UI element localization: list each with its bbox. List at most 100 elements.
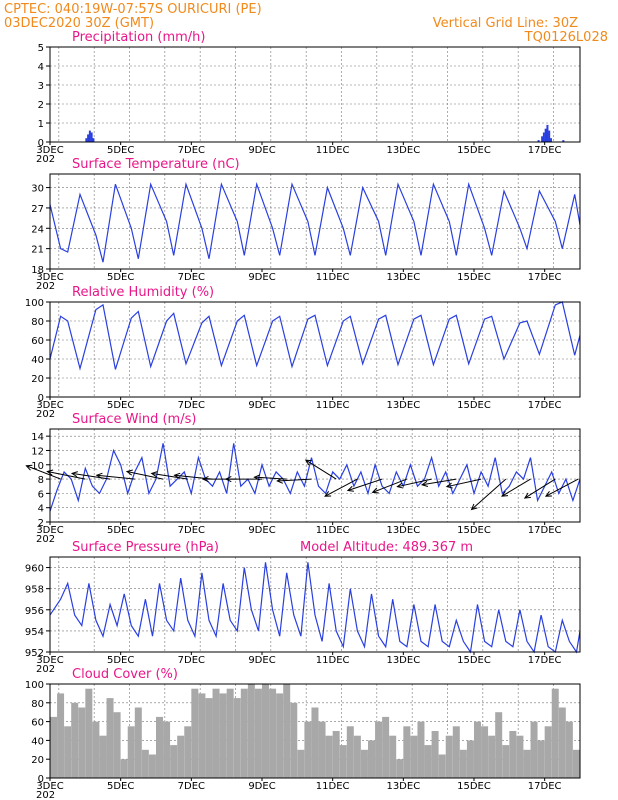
cloud-bar [233, 698, 241, 778]
panel-title: Precipitation (mm/h) [72, 30, 205, 45]
cloud-bar [78, 707, 86, 778]
y-tick-label: 30 [31, 184, 44, 195]
cloud-bar [240, 688, 248, 778]
model-code: TQ0126L028 [524, 30, 608, 45]
cloud-bar [177, 735, 185, 778]
wind-arrow-shaft [372, 478, 408, 493]
x-tick-label: 11DEC [316, 400, 350, 411]
wind-arrow-shaft [126, 470, 164, 480]
x-tick-label: 13DEC [386, 655, 420, 666]
series-line [49, 181, 581, 263]
y-tick-label: 80 [31, 699, 44, 710]
y-tick-label: 21 [31, 245, 44, 256]
wind-arrow-shaft [174, 474, 213, 480]
x-tick-label: 5DEC [107, 272, 134, 283]
wind-arrow [70, 471, 111, 480]
header-line1: CPTEC: 040:19W-07:57S OURICURI (PE) [4, 2, 262, 17]
precip-bar [90, 132, 93, 142]
y-tick-label: 24 [31, 224, 44, 235]
wind-arrow-head [544, 491, 552, 497]
y-tick-label: 0 [38, 138, 44, 149]
cloud-bar [332, 731, 340, 778]
wind-arrow-shaft [446, 478, 482, 488]
wind-arrow-shaft [471, 478, 507, 510]
cloud-bar [389, 735, 397, 778]
wind-arrow [544, 478, 579, 497]
y-tick-label: 80 [31, 317, 44, 328]
cloud-bar [148, 754, 156, 778]
cloud-bar [375, 721, 383, 778]
plot-frame [49, 301, 581, 398]
wind-arrow-head [201, 476, 209, 483]
cloud-bar [64, 726, 72, 778]
wind-arrow-head [420, 480, 429, 487]
cloud-bar [523, 749, 531, 778]
wind-arrow-head [396, 482, 404, 489]
year-fragment: 202 [36, 790, 55, 800]
precip-bar [549, 138, 552, 142]
cloud-bar [85, 688, 93, 778]
cloud-bar [283, 684, 291, 778]
y-tick-label: 958 [25, 585, 44, 596]
cloud-bar [382, 716, 390, 778]
y-tick-label: 14 [31, 432, 44, 443]
cloud-bar [537, 740, 545, 778]
x-tick-label: 11DEC [316, 781, 350, 792]
x-tick-label: 15DEC [457, 145, 491, 156]
panel-5: Surface Pressure (hPa) Model Altitude: 48… [25, 540, 581, 675]
x-tick-label: 5DEC [107, 781, 134, 792]
wind-arrow-head [125, 469, 133, 476]
wind-arrow-head [173, 472, 181, 479]
cloud-bar [530, 721, 538, 778]
cloud-bar [558, 707, 566, 778]
wind-arrow-head [224, 476, 232, 483]
wind-arrow [95, 472, 135, 480]
wind-arrow [523, 478, 556, 499]
cloud-bar [269, 688, 277, 778]
precip-bar [548, 130, 551, 142]
cloud-bar [262, 684, 269, 778]
y-tick-label: 954 [25, 627, 44, 638]
wind-arrow-head [70, 471, 78, 478]
wind-arrow-shaft [524, 478, 556, 499]
wind-arrow-head [25, 464, 33, 471]
wind-arrow-shaft [324, 478, 358, 497]
x-tick-label: 7DEC [178, 400, 205, 411]
y-tick-label: 4 [38, 504, 44, 515]
cloud-bar [191, 688, 199, 778]
cloud-bar [134, 707, 142, 778]
plot-frame [49, 556, 581, 653]
series-line [49, 301, 581, 371]
wind-arrow-shaft [277, 478, 312, 482]
y-tick-label: 3 [38, 81, 44, 92]
wind-arrow [501, 478, 531, 497]
y-tick-label: 956 [25, 606, 44, 617]
y-tick-label: 100 [25, 298, 44, 309]
cloud-bar [92, 721, 100, 778]
plot-frame [49, 683, 581, 779]
y-tick-label: 18 [31, 265, 44, 276]
cloud-bar [304, 721, 312, 778]
cloud-bar [226, 688, 234, 778]
cloud-bar [141, 749, 149, 778]
y-tick-label: 0 [38, 774, 44, 785]
wind-arrow-head [95, 472, 103, 479]
panel-4: Surface Wind (m/s) 2 4 6 8 10 12 14 3DEC 5DEC 7DEC… [25, 412, 581, 545]
cloud-bar [481, 726, 489, 778]
x-tick-label: 9DEC [248, 272, 275, 283]
x-tick-label: 13DEC [386, 145, 420, 156]
x-tick-label: 9DEC [248, 145, 275, 156]
wind-arrow-shaft [96, 474, 135, 480]
y-tick-label: 5 [38, 43, 44, 54]
wind-arrow [304, 459, 337, 480]
year-fragment: 202 [36, 664, 55, 675]
x-tick-label: 17DEC [528, 655, 562, 666]
x-tick-label: 11DEC [316, 655, 350, 666]
x-tick-label: 15DEC [457, 655, 491, 666]
panel-title: Relative Humidity (%) [72, 285, 214, 300]
cloud-bar [410, 735, 418, 778]
x-tick-label: 15DEC [457, 272, 491, 283]
wind-arrow [371, 478, 408, 494]
